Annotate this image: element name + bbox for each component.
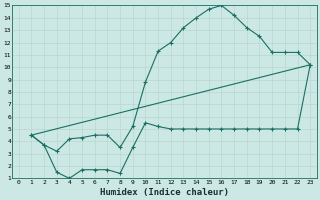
X-axis label: Humidex (Indice chaleur): Humidex (Indice chaleur)	[100, 188, 229, 197]
